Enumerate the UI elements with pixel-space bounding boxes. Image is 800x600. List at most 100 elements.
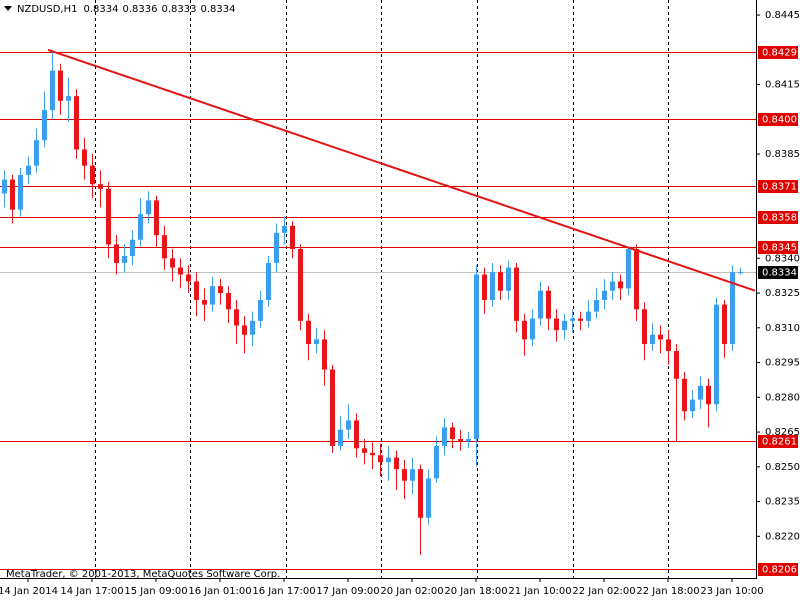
y-tick-label: 0.8415 [765, 80, 800, 91]
candle-body [330, 369, 335, 446]
candle-body [274, 232, 279, 263]
candle-body [194, 281, 199, 301]
x-tick-label: 14 Jan 17:00 [60, 586, 123, 597]
candle-body [242, 325, 247, 335]
candle-body [34, 140, 39, 166]
level-label-box [758, 241, 798, 254]
candle-body [594, 300, 599, 312]
header: NZDUSD,H1 0.8334 0.8336 0.8333 0.8334 [17, 4, 235, 15]
level-label: 0.8206 [762, 565, 797, 576]
y-tick-label: 0.8250 [765, 462, 800, 473]
y-tick-label: 0.8295 [765, 358, 800, 369]
x-tick-label: 16 Jan 17:00 [252, 586, 315, 597]
candle-body [666, 339, 671, 351]
y-tick-label: 0.8385 [765, 149, 800, 160]
candle-body [58, 70, 63, 101]
level-label: 0.8429 [762, 48, 797, 59]
x-tick-label: 22 Jan 02:00 [572, 586, 635, 597]
level-label-box [758, 113, 798, 126]
current-price-box [758, 266, 798, 279]
x-tick-label: 21 Jan 10:00 [508, 586, 571, 597]
candle-body [290, 225, 295, 250]
candle-body [202, 300, 207, 305]
candle-body [418, 469, 423, 518]
candle-body [602, 290, 607, 301]
candle-body [146, 200, 151, 215]
candle-body [66, 96, 71, 101]
candle-body [354, 420, 359, 449]
open-value: 0.8334 [83, 4, 118, 15]
candle-body [554, 318, 559, 331]
candle-body [282, 225, 287, 233]
candle-body [258, 300, 263, 321]
y-tick-label: 0.8445 [765, 10, 800, 21]
high-value: 0.8336 [122, 4, 157, 15]
level-label-box [758, 46, 798, 59]
level-label-box [758, 211, 798, 224]
y-tick-label: 0.8220 [765, 531, 800, 542]
candle-body [626, 249, 631, 289]
candle-body [314, 339, 319, 345]
candle-body [410, 469, 415, 481]
candle-body [674, 350, 679, 379]
candle-body [642, 309, 647, 345]
candle-body [442, 427, 447, 446]
x-tick-label: 22 Jan 18:00 [636, 586, 699, 597]
candle-body [722, 304, 727, 345]
candle-body [450, 427, 455, 440]
candle-body [570, 318, 575, 321]
footer: MetaTrader, © 2001-2013, MetaQuotes Soft… [6, 569, 280, 580]
candle-body [546, 290, 551, 319]
candle-body [74, 96, 79, 150]
candle-body [138, 214, 143, 240]
candle-body [346, 420, 351, 430]
candle-body [618, 281, 623, 289]
candle-body [698, 385, 703, 400]
candle-body [386, 457, 391, 463]
candle-body [530, 318, 535, 340]
candle-body [482, 274, 487, 301]
candle-body [538, 290, 543, 319]
candle-body [370, 452, 375, 456]
candle-body [730, 272, 735, 345]
x-tick-label: 20 Jan 02:00 [380, 586, 443, 597]
candle-body [650, 334, 655, 345]
level-label: 0.8358 [762, 213, 797, 224]
candle-body [706, 385, 711, 405]
candle-body [610, 281, 615, 291]
candle-body [562, 320, 567, 331]
candle-body [178, 267, 183, 275]
candle-body [122, 255, 127, 263]
candle-body [306, 320, 311, 345]
candle-body [522, 320, 527, 340]
candle-body [434, 445, 439, 479]
candle-body [82, 149, 87, 166]
header-icon [4, 6, 12, 11]
candle-body [586, 311, 591, 321]
candle-body [338, 429, 343, 446]
candle-body [90, 165, 95, 185]
y-tick-label: 0.8265 [765, 427, 800, 438]
candle-body [498, 272, 503, 291]
y-tick-label: 0.8280 [765, 392, 800, 403]
level-label: 0.8261 [762, 437, 797, 448]
candle-body [114, 244, 119, 263]
candle-body [218, 286, 223, 294]
y-tick-label: 0.8235 [765, 497, 800, 508]
level-label-box [758, 180, 798, 193]
level-label: 0.8371 [762, 182, 797, 193]
symbol: NZDUSD,H1 [17, 4, 77, 15]
candle-body [690, 399, 695, 412]
candle-body [170, 258, 175, 268]
candle-body [106, 188, 111, 245]
candle-body [18, 174, 23, 210]
candle-body [322, 339, 327, 370]
candle-body [514, 267, 519, 321]
candle-body [42, 110, 47, 141]
close-value: 0.8334 [200, 4, 235, 15]
candle-body [26, 165, 31, 175]
candle-body [634, 249, 639, 310]
candle-body [682, 378, 687, 412]
current-price-label: 0.8334 [762, 268, 797, 279]
